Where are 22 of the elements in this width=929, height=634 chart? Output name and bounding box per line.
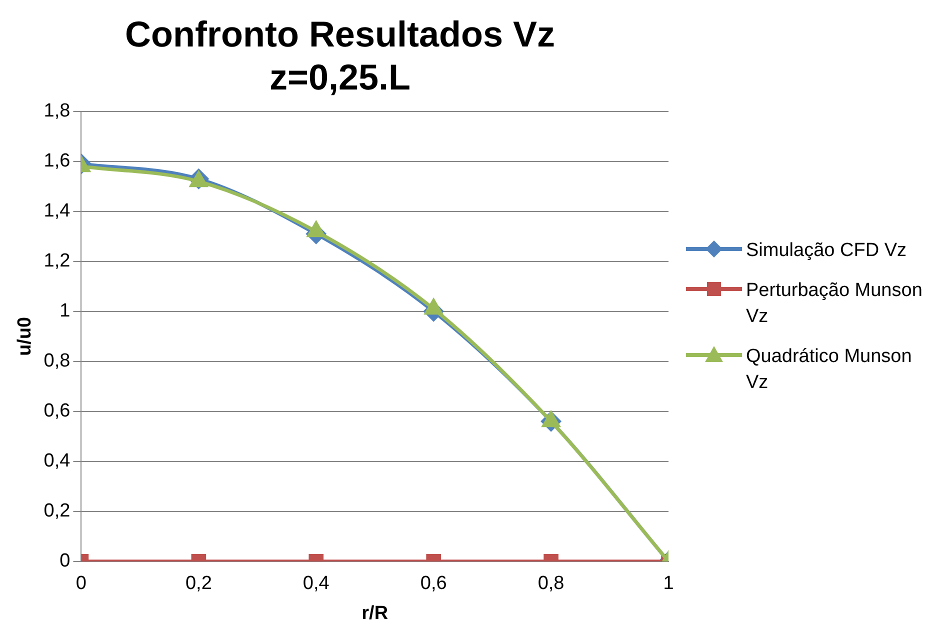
y-tick-label: 1 [60, 300, 70, 322]
legend-label: Perturbação Munson Vz [745, 279, 924, 329]
y-tick-label: 1,6 [44, 150, 70, 172]
legend-label: Quadrático Munson Vz [745, 345, 913, 395]
y-tick-label: 0,4 [44, 450, 71, 472]
legend-label: Simulação CFD Vz [745, 239, 906, 263]
x-tick-label: 1 [663, 573, 674, 594]
x-tick-label: 0,4 [302, 573, 330, 594]
y-tick-label: 0,8 [44, 350, 70, 372]
y-tick-label: 1,4 [44, 200, 71, 222]
chart-title: Confronto Resultados Vz z=0,25.L [125, 14, 555, 98]
x-tick-label: 0 [76, 573, 86, 594]
y-tick-label: 0 [60, 550, 70, 572]
y-tick-label: 1,8 [44, 100, 70, 122]
x-tick-label: 0,8 [538, 573, 564, 594]
x-tick-label: 0,6 [420, 573, 447, 594]
y-tick-label: 0,6 [44, 400, 70, 422]
x-tick-label: 0,2 [185, 573, 212, 594]
y-axis-title: u/u0 [14, 316, 36, 356]
y-tick-label: 0,2 [44, 500, 70, 522]
x-axis-title: r/R [362, 602, 388, 624]
y-tick-label: 1,2 [44, 250, 70, 272]
